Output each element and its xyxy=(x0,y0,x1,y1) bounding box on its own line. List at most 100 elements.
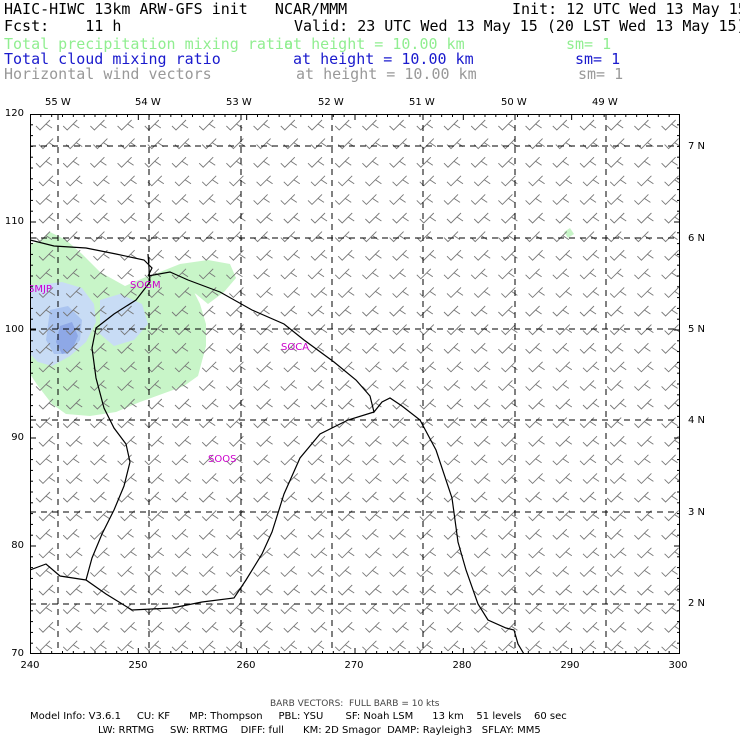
wind-barb xyxy=(147,473,165,485)
wind-barb xyxy=(552,603,570,615)
header-title: HAIC-HIWC 13km ARW-GFS init NCAR/MMM xyxy=(4,0,348,18)
wind-barb xyxy=(307,380,325,392)
wind-barb xyxy=(637,287,654,299)
wind-barb xyxy=(310,324,328,336)
wind-barb xyxy=(226,156,243,168)
wind-barb xyxy=(174,249,192,261)
wind-barb xyxy=(337,398,355,410)
wind-barb xyxy=(661,119,678,131)
wind-barb xyxy=(525,268,542,280)
wind-barb xyxy=(144,566,162,578)
wind-barb xyxy=(198,119,216,131)
y-tick-80: 80 xyxy=(11,540,24,551)
wind-barb xyxy=(93,175,110,187)
wind-barb xyxy=(470,380,488,392)
wind-barb xyxy=(606,268,624,280)
wind-barb xyxy=(446,324,464,336)
wind-barb xyxy=(198,342,216,354)
wind-barb xyxy=(637,138,654,150)
wind-barb xyxy=(419,175,437,187)
wind-barb xyxy=(392,175,409,187)
wind-barb xyxy=(362,342,379,354)
field-wind-sm: sm= 1 xyxy=(578,65,624,83)
wind-barb xyxy=(446,584,464,596)
wind-barb xyxy=(65,584,83,596)
wind-barb xyxy=(470,528,488,540)
wind-barb xyxy=(661,491,678,503)
wind-barb xyxy=(198,231,216,243)
wind-barb xyxy=(498,268,515,280)
wind-barb xyxy=(201,621,219,633)
wind-barb xyxy=(552,528,570,540)
wind-barb xyxy=(419,324,437,336)
wind-barb xyxy=(117,566,134,578)
wind-barb xyxy=(582,361,600,373)
wind-barb xyxy=(579,380,597,392)
wind-barb xyxy=(171,454,189,466)
wind-barb xyxy=(637,249,654,261)
wind-barb xyxy=(664,138,680,150)
wind-barb xyxy=(226,342,243,354)
wind-barb xyxy=(525,491,542,503)
wind-barb xyxy=(501,175,518,187)
wind-barb xyxy=(606,231,624,243)
wind-barb xyxy=(606,417,624,429)
wind-barb xyxy=(362,528,379,540)
wind-barb xyxy=(198,194,216,206)
wind-barb xyxy=(609,212,627,224)
wind-barb xyxy=(93,287,110,299)
wind-barb xyxy=(307,603,325,615)
wind-barb xyxy=(498,231,515,243)
wind-barb xyxy=(637,584,654,596)
wind-barb xyxy=(362,380,379,392)
wind-barb xyxy=(664,361,680,373)
wind-barb xyxy=(201,249,219,261)
wind-barb xyxy=(525,528,542,540)
wind-barb xyxy=(334,119,352,131)
wind-barb xyxy=(253,268,270,280)
wind-barb xyxy=(174,138,192,150)
wind-barb xyxy=(664,287,680,299)
wind-barb xyxy=(498,491,515,503)
wind-barb xyxy=(171,268,189,280)
wind-barb xyxy=(579,640,597,652)
wind-barb xyxy=(226,417,243,429)
wind-barb xyxy=(446,398,464,410)
wind-barb xyxy=(174,212,192,224)
wind-barb xyxy=(35,491,53,503)
wind-barb xyxy=(229,435,246,447)
wind-barb xyxy=(609,249,627,261)
wind-barb xyxy=(473,287,491,299)
field-wind-height: at height = 10.00 km xyxy=(296,65,477,83)
wind-barb xyxy=(62,305,80,317)
wind-barb xyxy=(62,380,80,392)
wind-barb xyxy=(362,268,379,280)
wind-barb xyxy=(253,156,270,168)
wind-barb xyxy=(664,249,680,261)
wind-barb xyxy=(90,231,107,243)
wind-barb xyxy=(443,380,461,392)
wind-barb xyxy=(661,305,678,317)
wind-barb xyxy=(579,231,597,243)
wind-barb xyxy=(226,380,243,392)
wind-barb xyxy=(198,156,216,168)
wind-barb xyxy=(253,119,270,131)
wind-barb xyxy=(256,324,273,336)
wind-barb xyxy=(473,361,491,373)
wind-barb xyxy=(62,231,80,243)
wind-barb xyxy=(120,287,137,299)
wind-barb xyxy=(201,584,219,596)
wind-barb xyxy=(147,212,165,224)
wind-barb xyxy=(35,454,53,466)
wind-barb xyxy=(226,231,243,243)
wind-barb xyxy=(661,342,678,354)
wind-barb xyxy=(579,417,597,429)
wind-barb xyxy=(283,398,301,410)
wind-barb xyxy=(634,603,651,615)
wind-barb xyxy=(365,510,382,522)
wind-barb xyxy=(446,212,464,224)
wind-barb xyxy=(35,305,53,317)
wind-barb xyxy=(201,138,219,150)
wind-barb xyxy=(147,249,165,261)
wind-barb xyxy=(579,528,597,540)
